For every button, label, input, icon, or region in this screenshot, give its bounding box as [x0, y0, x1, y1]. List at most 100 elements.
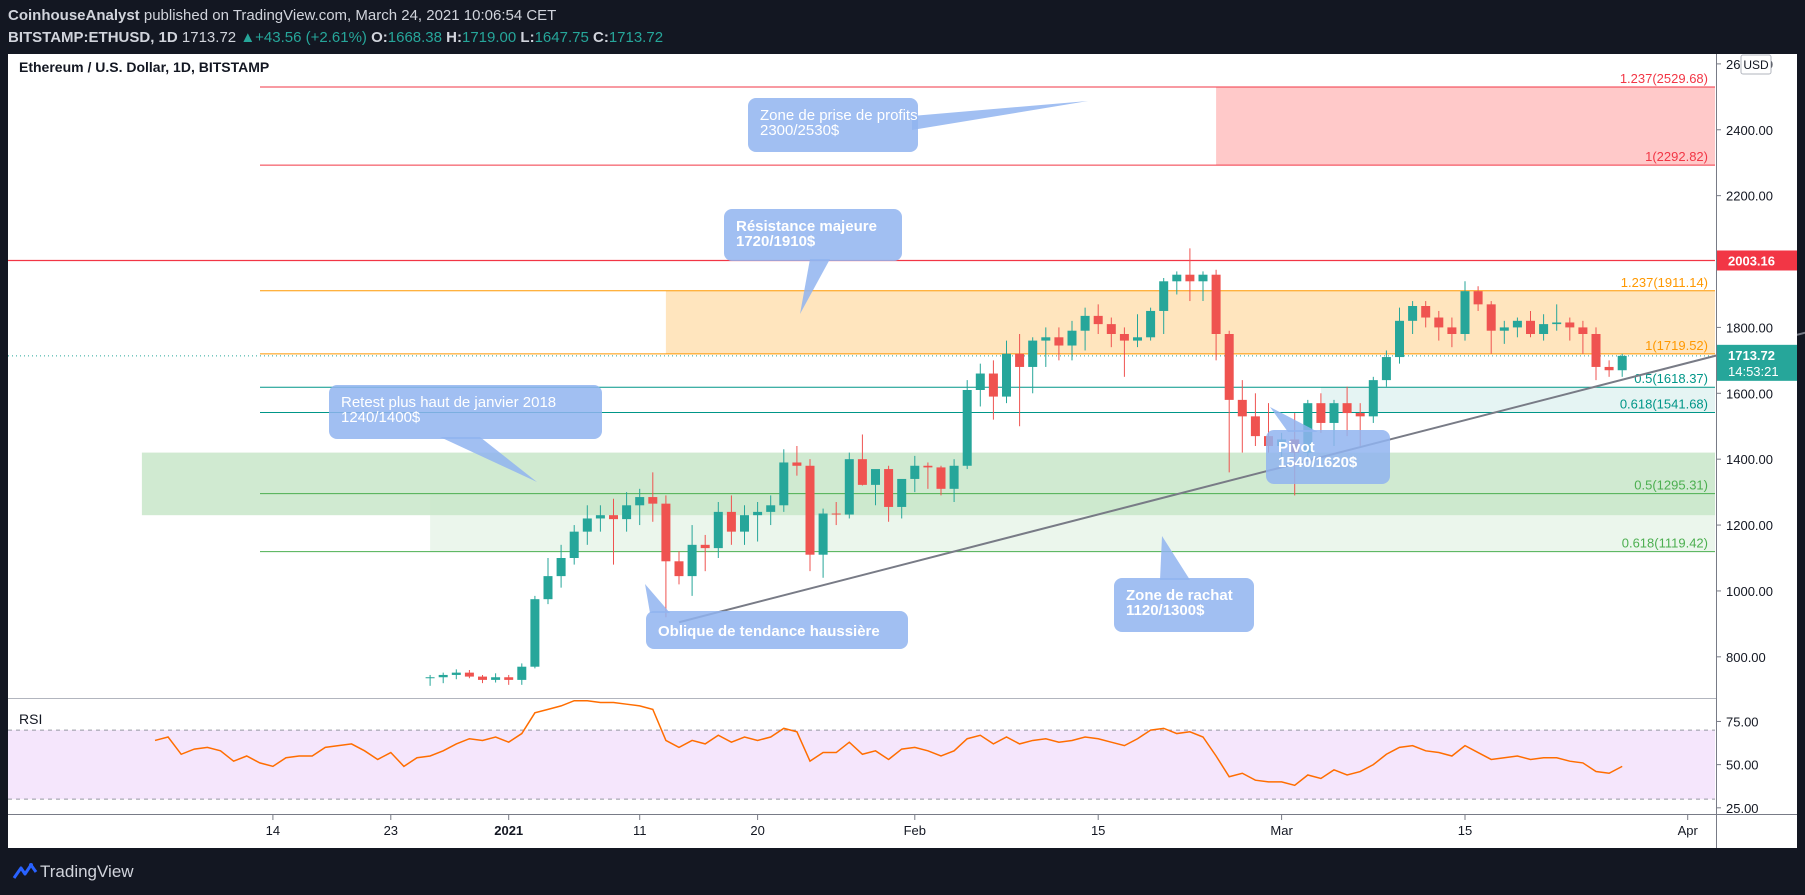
- candle: [988, 360, 998, 420]
- ohlc-line: BITSTAMP:ETHUSD, 1D 1713.72 ▲+43.56 (+2.…: [8, 29, 663, 46]
- candle-body: [1473, 291, 1483, 305]
- callout-profit-zone[interactable]: Zone de prise de profits 2300/2530$: [748, 98, 1088, 152]
- candle: [1565, 317, 1575, 341]
- callout-text: Oblique de tendance haussière: [658, 623, 880, 640]
- candle: [923, 462, 933, 489]
- trendline-layer[interactable]: [678, 322, 1805, 624]
- candle-body: [1185, 274, 1195, 282]
- zone-major-resistance: [665, 290, 1715, 354]
- fib-level-label: 1.237(2529.68): [1620, 71, 1708, 86]
- candle-body: [674, 561, 684, 577]
- candle-body: [1512, 320, 1522, 328]
- candle-body: [1552, 322, 1562, 325]
- candle-body: [1028, 340, 1038, 367]
- brand-name[interactable]: TradingView: [40, 862, 134, 881]
- author-name[interactable]: CoinhouseAnalyst: [8, 7, 140, 24]
- candle-body: [844, 459, 854, 515]
- candle: [687, 525, 697, 596]
- tradingview-logo-icon[interactable]: [12, 862, 38, 882]
- candle-body: [753, 511, 763, 516]
- candle-body: [1146, 310, 1156, 338]
- candle: [1552, 304, 1562, 331]
- close-value: 1713.72: [608, 29, 664, 46]
- candle-body: [1224, 334, 1234, 400]
- candle: [700, 534, 710, 572]
- candle-body: [1015, 353, 1025, 367]
- candle-body: [949, 465, 959, 489]
- candle: [740, 505, 749, 545]
- y-tick-label: 1200.00: [1726, 518, 1773, 533]
- candle-body: [1316, 403, 1326, 423]
- uptrend-line: [678, 331, 1805, 624]
- rsi-tick-label: 75.00: [1726, 714, 1759, 729]
- currency-badge[interactable]: USD: [1740, 54, 1772, 75]
- x-tick-label: Feb: [904, 823, 926, 838]
- candle: [674, 551, 684, 585]
- candle: [1434, 310, 1444, 341]
- candle-body: [1617, 355, 1627, 371]
- candle: [897, 478, 907, 519]
- x-tick-label: Apr: [1678, 823, 1699, 838]
- x-tick-label: 14: [266, 823, 280, 838]
- candle: [569, 525, 579, 565]
- candle: [871, 469, 880, 506]
- candle-body: [1237, 399, 1247, 417]
- rsi-line: [154, 699, 1623, 787]
- publish-line: CoinhouseAnalyst published on TradingVie…: [8, 7, 556, 24]
- candle-body: [936, 467, 946, 489]
- rsi-title: RSI: [19, 711, 42, 727]
- candle-body: [1355, 413, 1365, 417]
- candle: [1067, 320, 1077, 361]
- callout-pointer: [645, 584, 670, 613]
- resistance-price-badge: 2003.16: [1717, 250, 1797, 271]
- callout-pointer: [800, 259, 830, 314]
- callout-major-resistance[interactable]: Résistance majeure 1720/1910$: [724, 209, 902, 314]
- candle-body: [687, 544, 697, 577]
- fib-level-label: 0.618(1119.42): [1622, 536, 1708, 551]
- callouts-layer[interactable]: Zone de prise de profits 2300/2530$ Résist…: [329, 98, 1390, 649]
- candle: [1198, 271, 1208, 302]
- candle-body: [491, 677, 501, 680]
- candle: [1342, 386, 1352, 437]
- candle: [1460, 281, 1470, 341]
- candle-body: [1578, 327, 1588, 334]
- candle-body: [635, 497, 645, 506]
- candle: [609, 498, 618, 565]
- rsi-pane: RSI: [8, 698, 1797, 800]
- candle: [713, 502, 723, 558]
- callout-buy-zone[interactable]: Zone de rachat 1120/1300$: [1114, 536, 1254, 632]
- price-axis-bg: [1716, 54, 1797, 848]
- candle-body: [923, 465, 933, 468]
- callout-pivot[interactable]: Pivot 1540/1620$: [1266, 407, 1390, 484]
- callout-line: Pivot: [1278, 439, 1315, 456]
- candle-body: [857, 459, 867, 485]
- candle-body: [1486, 304, 1496, 331]
- candle-body: [1329, 403, 1339, 423]
- chart-area[interactable]: 1.237(2529.68) 1(2292.82) 1.237(1911.14) 1(…: [0, 54, 1805, 848]
- y-tick-label: 1000.00: [1726, 584, 1773, 599]
- candle-body: [530, 599, 540, 667]
- badge-bg: [1717, 344, 1797, 381]
- candle-body: [1198, 274, 1208, 282]
- candle: [648, 472, 658, 522]
- callout-retest[interactable]: Retest plus haut de janvier 2018 1240/140…: [329, 385, 602, 482]
- candle-body: [831, 513, 841, 515]
- candle: [779, 449, 789, 512]
- candle-body: [1447, 327, 1457, 334]
- callout-trendline[interactable]: Oblique de tendance haussière: [645, 584, 908, 649]
- candle-body: [1093, 315, 1103, 325]
- candle: [1499, 320, 1509, 344]
- candle-body: [1041, 337, 1051, 341]
- callout-line: Oblique de tendance haussière: [658, 623, 880, 640]
- candle: [1028, 337, 1038, 394]
- x-tick-label: 20: [750, 823, 764, 838]
- candle-body: [1133, 337, 1142, 341]
- callout-pointer: [1160, 536, 1190, 580]
- x-tick-label: Mar: [1270, 823, 1293, 838]
- candle-body: [1539, 324, 1549, 334]
- candle-body: [1604, 366, 1614, 371]
- candle-body: [595, 515, 605, 519]
- y-tick-label: 800.00: [1726, 650, 1766, 665]
- candle-body: [543, 576, 553, 600]
